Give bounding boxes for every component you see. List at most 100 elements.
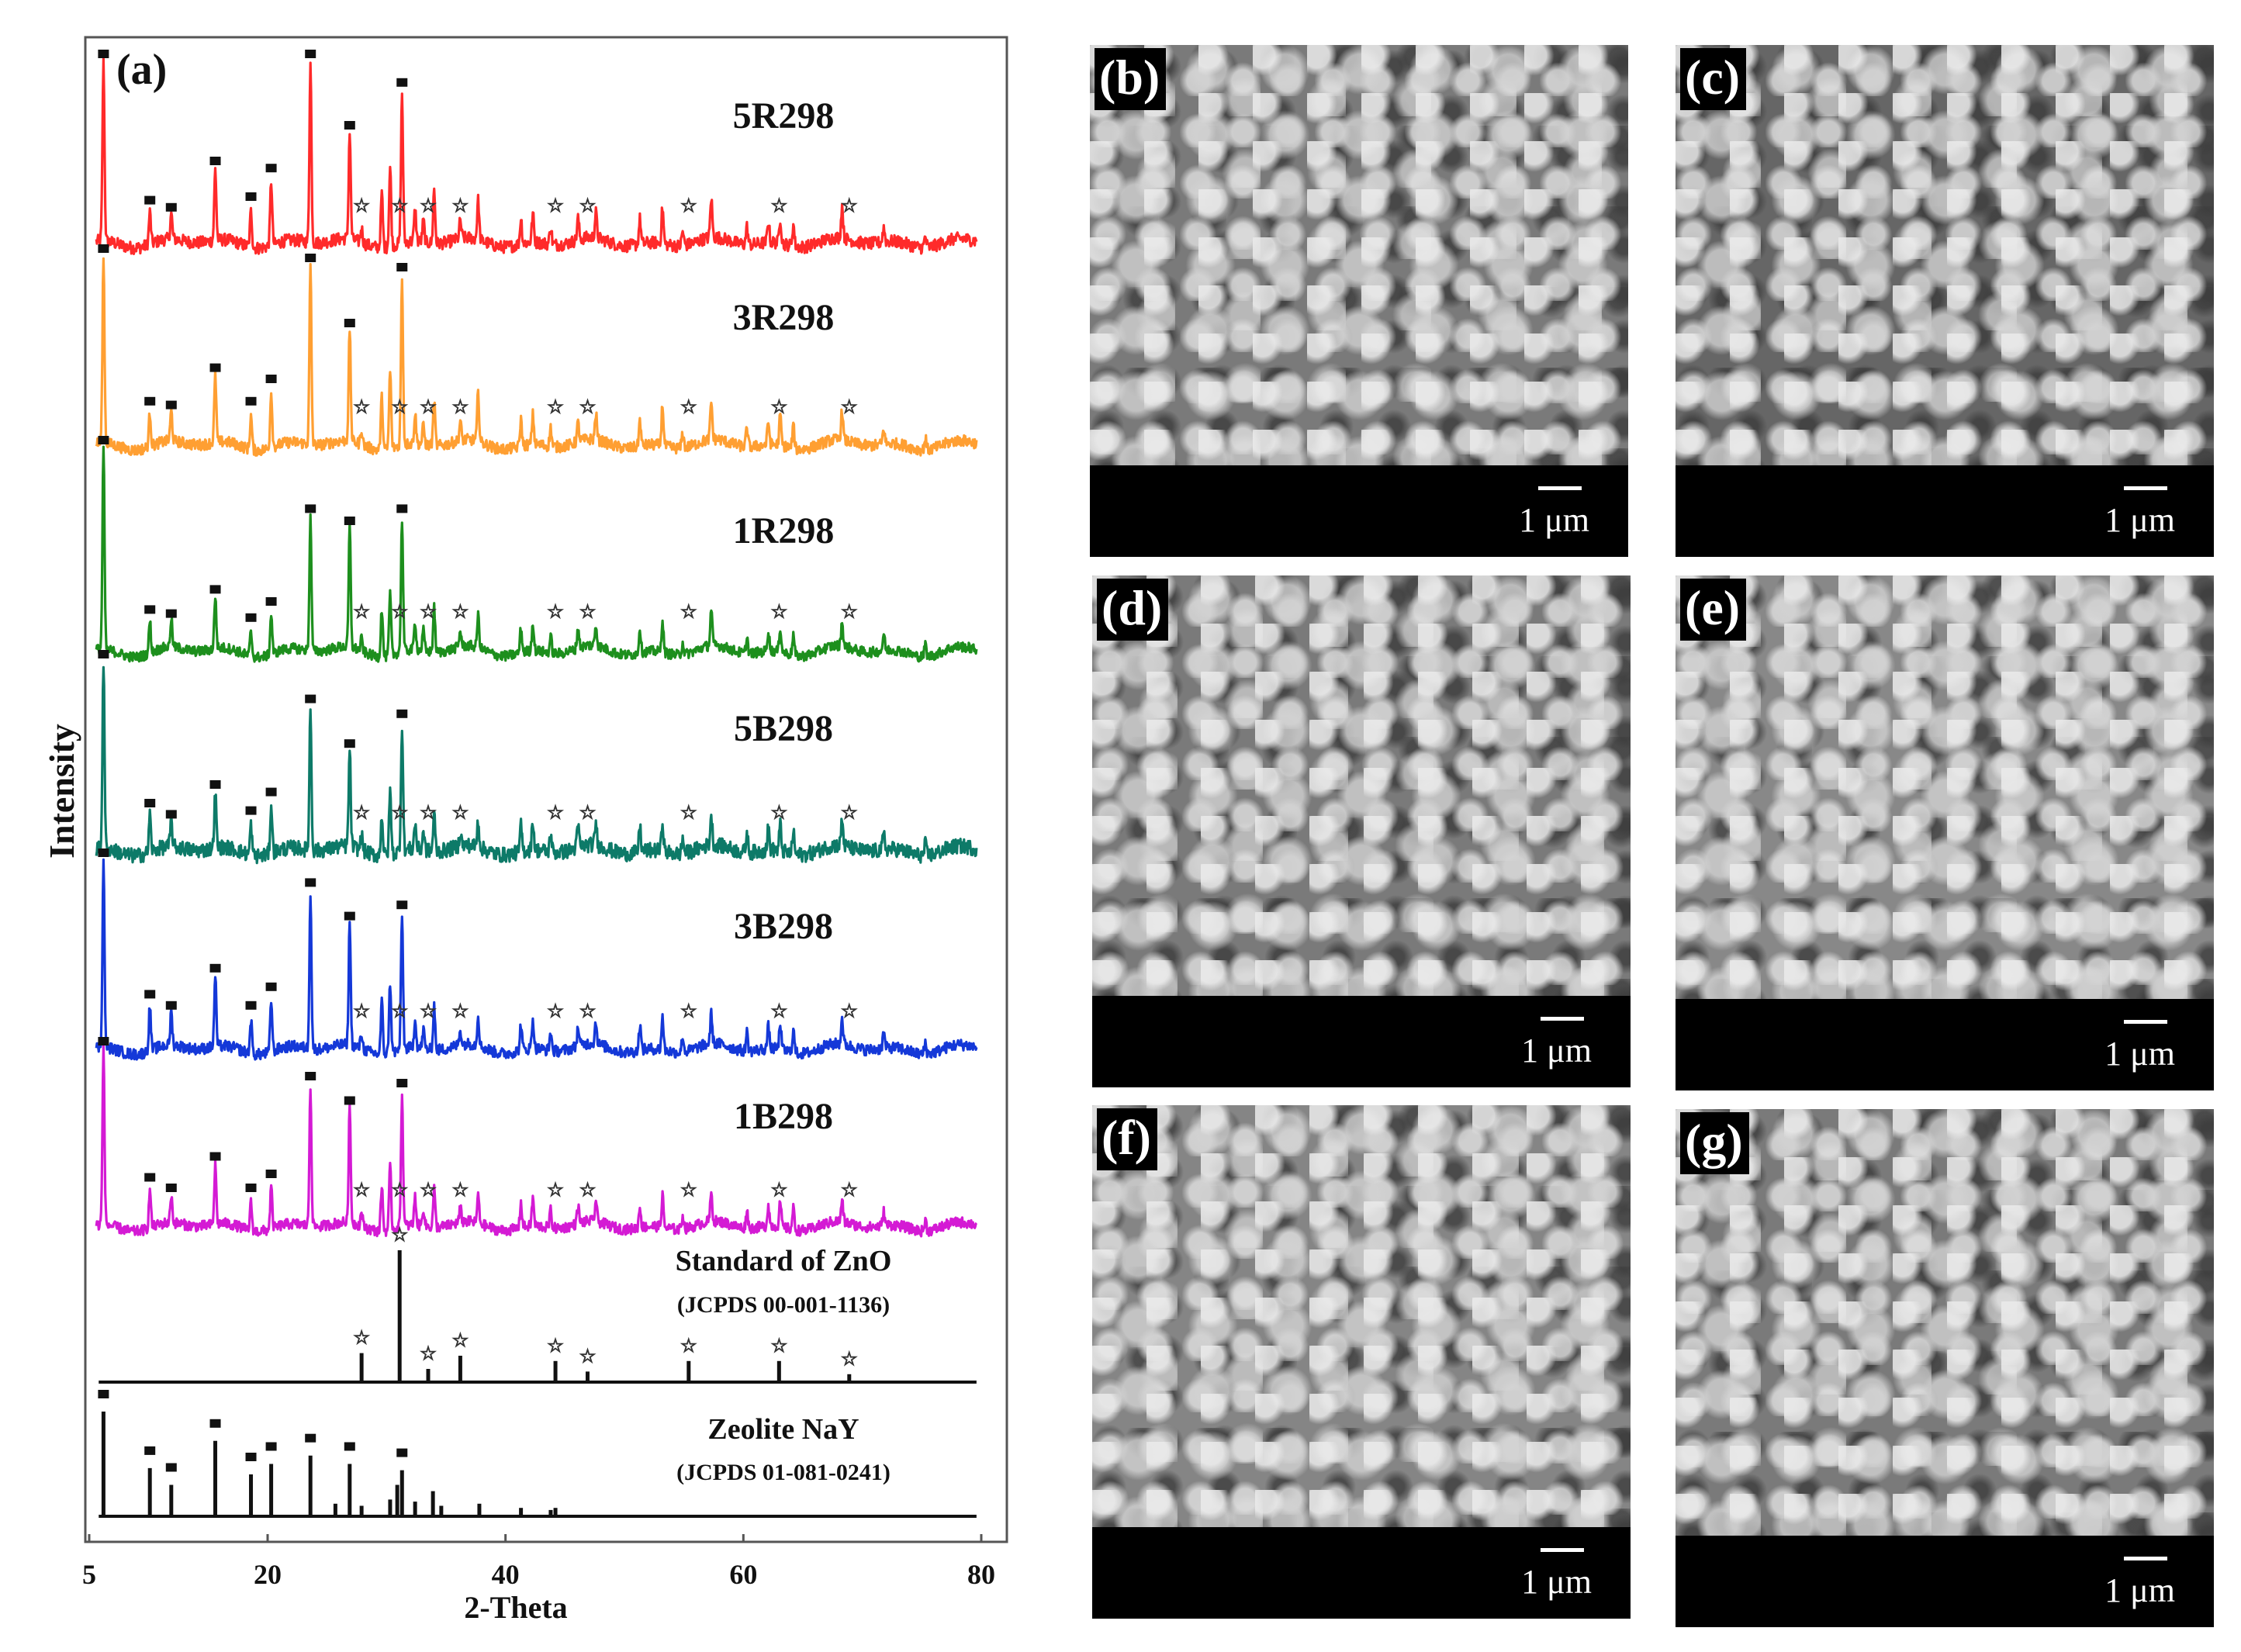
zno-marker: ☆ xyxy=(452,195,469,216)
zeolite-marker xyxy=(245,396,257,406)
zeolite-marker xyxy=(265,1442,277,1451)
zno-marker: ☆ xyxy=(547,396,564,418)
zeolite-marker xyxy=(98,848,109,857)
sem-databar-b xyxy=(1090,465,1628,557)
zeolite-marker xyxy=(305,504,316,513)
zno-marker: ☆ xyxy=(841,195,858,216)
zno-marker: ☆ xyxy=(420,1179,437,1201)
zno-marker: ☆ xyxy=(353,1001,370,1022)
zeolite-marker xyxy=(165,810,177,819)
zeolite-marker xyxy=(245,192,257,201)
zeolite-marker xyxy=(144,195,156,205)
sem-image-c xyxy=(1676,45,2214,465)
zno-marker: ☆ xyxy=(452,802,469,824)
scale-text-d: 1 μm xyxy=(1521,1032,1592,1070)
zeolite-marker xyxy=(265,375,277,383)
zeolite-marker xyxy=(245,613,257,622)
x-tick-label: 80 xyxy=(967,1559,995,1590)
sem-image-g xyxy=(1676,1109,2214,1536)
zeolite-marker xyxy=(305,878,316,887)
scale-bar-b xyxy=(1538,486,1582,490)
zno-marker: ☆ xyxy=(420,802,437,824)
zno-marker: ☆ xyxy=(841,802,858,824)
zeolite-marker xyxy=(98,1037,109,1045)
zno-marker: ☆ xyxy=(547,1335,564,1357)
zeolite-marker xyxy=(396,900,408,910)
zeolite-marker xyxy=(396,504,408,513)
series-zeolite-nay: Zeolite NaY (JCPDS 01-081-0241) xyxy=(98,1390,977,1518)
zno-marker: ☆ xyxy=(452,1329,469,1351)
zeolite-marker xyxy=(98,244,109,253)
zno-marker: ☆ xyxy=(680,600,697,622)
zeolite-marker xyxy=(209,780,221,789)
zno-marker: ☆ xyxy=(391,396,408,418)
pattern-line xyxy=(95,858,978,1061)
zeolite-marker xyxy=(165,1184,177,1192)
sem-panel-g: (g) 1 μm xyxy=(1676,1109,2214,1627)
zeolite-marker xyxy=(305,694,316,703)
sem-panel-d: (d) 1 μm xyxy=(1092,575,1631,1087)
zno-marker: ☆ xyxy=(420,1343,437,1364)
zno-marker: ☆ xyxy=(452,1179,469,1201)
zno-marker: ☆ xyxy=(771,600,788,622)
zeolite-marker xyxy=(209,1419,221,1428)
zeolite-marker xyxy=(265,164,277,173)
zeolite-marker xyxy=(209,585,221,594)
series-label: 1R298 xyxy=(733,510,835,551)
zeolite-marker xyxy=(144,605,156,614)
zno-marker: ☆ xyxy=(771,396,788,418)
sem-image-b xyxy=(1090,45,1628,465)
zeolite-marker xyxy=(396,1079,408,1087)
pattern-line xyxy=(95,57,978,255)
sem-panel-b: (b) 1 μm xyxy=(1090,45,1628,557)
zno-marker: ☆ xyxy=(391,1179,408,1201)
zeolite-marker xyxy=(344,1442,355,1451)
x-tick-label: 40 xyxy=(492,1559,520,1590)
zeolite-marker xyxy=(396,1448,408,1457)
zno-marker: ☆ xyxy=(547,195,564,216)
zeolite-marker xyxy=(396,709,408,718)
series-label: 3R298 xyxy=(733,297,835,338)
zno-marker: ☆ xyxy=(680,1001,697,1022)
zeolite-marker xyxy=(396,263,408,271)
zeolite-marker xyxy=(245,1184,257,1192)
sem-databar-f xyxy=(1092,1527,1631,1619)
sem-label-g: (g) xyxy=(1680,1112,1749,1174)
zeolite-marker xyxy=(98,650,109,658)
zno-marker: ☆ xyxy=(353,195,370,216)
plot-frame xyxy=(84,36,1008,1543)
zno-marker: ☆ xyxy=(771,1179,788,1201)
zno-marker: ☆ xyxy=(579,1345,597,1367)
zno-marker: ☆ xyxy=(579,396,597,418)
zeolite-marker xyxy=(144,396,156,406)
scale-bar-f xyxy=(1541,1548,1584,1552)
zeolite-marker xyxy=(98,436,109,444)
sem-image-d xyxy=(1092,575,1631,996)
zno-marker: ☆ xyxy=(547,1001,564,1022)
zno-marker: ☆ xyxy=(680,195,697,216)
series-standard-of-zno: ☆ ☆ ☆ ☆ ☆ ☆ ☆ ☆ ☆ Standard of ZnO (JCPDS 00-001-11… xyxy=(99,1223,977,1384)
zno-marker: ☆ xyxy=(579,802,597,824)
zeolite-marker xyxy=(305,1072,316,1080)
series-1r298: ☆ ☆ ☆ ☆ ☆ ☆ ☆ ☆ ☆ 1R298 xyxy=(95,436,978,663)
series-5r298: ☆ ☆ ☆ ☆ ☆ ☆ ☆ ☆ ☆ 5R298 xyxy=(95,50,978,255)
series-layer: ☆ ☆ ☆ ☆ ☆ ☆ ☆ ☆ ☆ 5R298 ☆ ☆ ☆ ☆ ☆ ☆ ☆ ☆ ☆ 3R298 ☆ ☆ ☆ ☆ ☆ ☆ ☆ ☆ ☆ 1R2… xyxy=(95,50,978,1518)
zno-marker: ☆ xyxy=(391,195,408,216)
zno-marker: ☆ xyxy=(771,1001,788,1022)
zeolite-marker xyxy=(344,121,355,130)
zeolite-marker xyxy=(265,787,277,797)
sem-label-d: (d) xyxy=(1097,579,1169,641)
zeolite-marker xyxy=(265,597,277,606)
zno-marker: ☆ xyxy=(680,802,697,824)
zeolite-marker xyxy=(344,739,355,748)
sem-panel-f: (f) 1 μm xyxy=(1092,1105,1631,1619)
zeolite-marker xyxy=(245,1453,257,1461)
zeolite-marker xyxy=(305,1433,316,1443)
zno-marker: ☆ xyxy=(353,396,370,418)
series-label: 5B298 xyxy=(734,708,833,749)
scale-text-b: 1 μm xyxy=(1519,501,1589,539)
scale-text-g: 1 μm xyxy=(2104,1571,2175,1609)
zno-marker: ☆ xyxy=(420,195,437,216)
x-axis-ticks: 5 20 40 60 80 xyxy=(82,1534,995,1590)
series-subtitle: (JCPDS 01-081-0241) xyxy=(676,1460,891,1485)
